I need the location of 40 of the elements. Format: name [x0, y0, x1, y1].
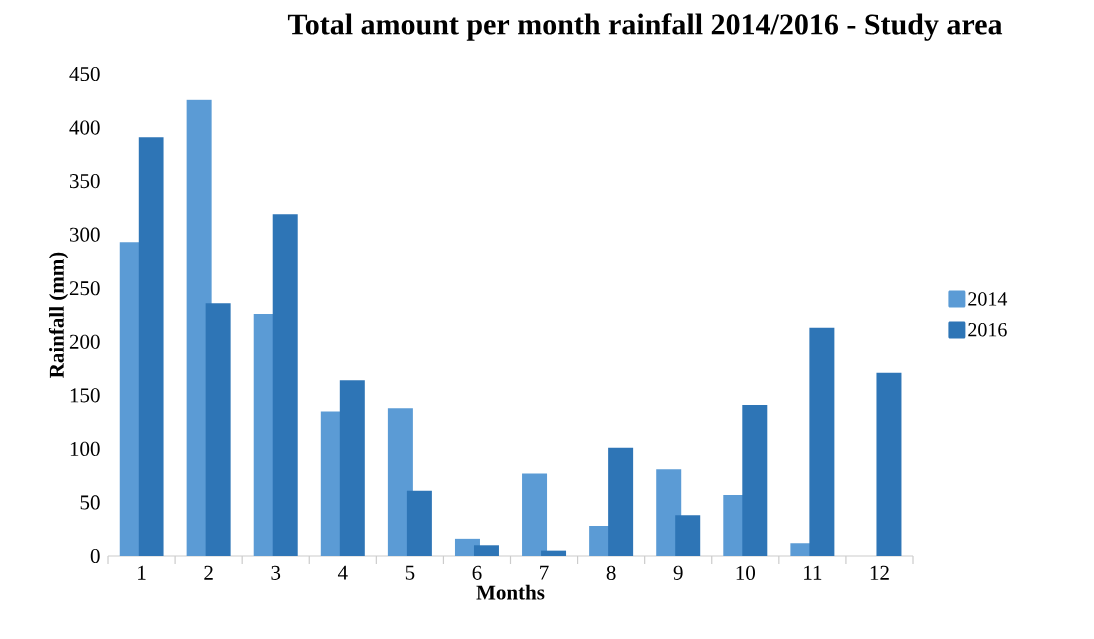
- y-tick-label: 400: [69, 120, 100, 135]
- bar: [809, 327, 835, 556]
- y-tick-label: 0: [90, 548, 100, 564]
- y-tick-label: 200: [69, 334, 100, 349]
- bar: [522, 473, 548, 556]
- bar: [541, 550, 567, 556]
- bar: [742, 404, 768, 556]
- x-tick-label: 4: [337, 565, 348, 580]
- y-tick-label: 350: [69, 174, 100, 189]
- bar: [339, 380, 365, 556]
- bar: [473, 545, 499, 556]
- bar: [205, 303, 231, 556]
- x-axis-title: Months: [476, 584, 545, 600]
- x-tick-label: 1: [138, 565, 146, 580]
- legend-label: 2014: [968, 292, 1008, 306]
- y-tick-label: 150: [70, 388, 100, 403]
- bar: [406, 490, 432, 556]
- bar: [876, 372, 902, 556]
- x-tick-label: 10: [736, 565, 756, 580]
- x-tick-label: 12: [870, 565, 889, 580]
- chart-title: Total amount per month rainfall 2014/2016 - Study area: [287, 13, 1003, 41]
- y-tick-label: 300: [69, 227, 100, 242]
- y-axis-title: Rainfall (mm): [48, 252, 69, 378]
- x-tick-label: 8: [606, 565, 616, 580]
- y-tick-label: 100: [70, 441, 100, 456]
- y-tick-label: 450: [69, 66, 100, 82]
- x-tick-label: 11: [804, 565, 822, 580]
- x-tick-label: 5: [405, 565, 415, 580]
- y-tick-label: 250: [69, 281, 100, 296]
- bar: [608, 447, 634, 556]
- x-tick-label: 7: [540, 565, 549, 580]
- x-tick-label: 9: [673, 565, 683, 580]
- bar: [138, 137, 164, 556]
- x-tick-label: 2: [204, 565, 213, 580]
- bar: [272, 214, 298, 556]
- x-tick-label: 6: [472, 565, 482, 580]
- y-tick-label: 50: [80, 495, 100, 510]
- legend-label: 2016: [968, 323, 1007, 337]
- bar: [675, 515, 701, 556]
- x-tick-label: 3: [271, 565, 281, 580]
